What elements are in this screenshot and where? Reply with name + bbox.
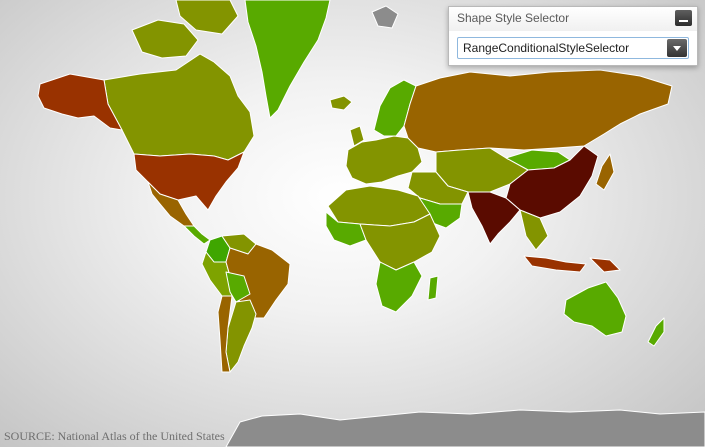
- region-europe-west[interactable]: [345, 135, 423, 185]
- region-canada[interactable]: [103, 53, 255, 161]
- region-antarctica[interactable]: [225, 409, 705, 447]
- region-bolivia[interactable]: [225, 271, 251, 303]
- panel-title: Shape Style Selector: [457, 11, 570, 25]
- style-selector-dropdown[interactable]: RangeConditionalStyleSelector: [457, 37, 689, 59]
- map-source-label: SOURCE: National Atlas of the United Sta…: [4, 429, 225, 443]
- region-australia[interactable]: [563, 281, 627, 337]
- region-svalbard[interactable]: [371, 5, 399, 29]
- minimize-icon[interactable]: [675, 10, 692, 26]
- region-madagascar[interactable]: [427, 275, 439, 301]
- region-central-america[interactable]: [183, 225, 211, 245]
- region-greenland[interactable]: [244, 0, 331, 119]
- region-canada-islands[interactable]: [131, 19, 199, 59]
- region-uk[interactable]: [349, 125, 365, 147]
- region-iceland[interactable]: [329, 95, 353, 111]
- region-india[interactable]: [467, 191, 521, 245]
- shape-style-selector-panel: Shape Style Selector RangeConditionalSty…: [448, 6, 698, 66]
- region-alaska[interactable]: [37, 73, 123, 131]
- region-canada-islands-2[interactable]: [175, 0, 239, 35]
- region-africa-central[interactable]: [359, 213, 441, 271]
- region-chile[interactable]: [217, 295, 233, 373]
- region-usa[interactable]: [133, 151, 245, 211]
- region-papua[interactable]: [589, 257, 621, 273]
- panel-header: Shape Style Selector: [449, 7, 697, 31]
- region-russia[interactable]: [403, 69, 673, 153]
- chevron-down-icon[interactable]: [667, 39, 687, 57]
- region-new-zealand[interactable]: [647, 317, 665, 347]
- style-selector-value: RangeConditionalStyleSelector: [463, 41, 630, 55]
- region-africa-west[interactable]: [325, 211, 367, 247]
- region-africa-south[interactable]: [375, 261, 423, 313]
- region-indonesia[interactable]: [523, 255, 587, 273]
- region-southeast-asia[interactable]: [519, 209, 549, 251]
- region-japan[interactable]: [595, 153, 615, 191]
